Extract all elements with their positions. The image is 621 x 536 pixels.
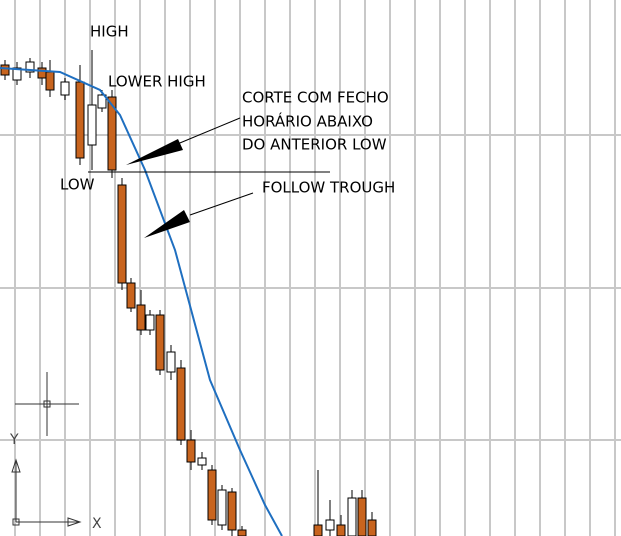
- candle-body: [126, 282, 136, 309]
- candle-body: [357, 497, 367, 536]
- axis-label: X: [92, 516, 102, 532]
- axis-label: Y: [9, 432, 19, 448]
- candle-body: [186, 439, 196, 463]
- candle-body: [227, 491, 237, 531]
- candle-body: [313, 524, 323, 536]
- candle-body: [37, 67, 47, 79]
- candle-body: [107, 96, 117, 171]
- annotation: FOLLOW TROUGH: [262, 179, 395, 197]
- pointer-line: [174, 117, 241, 146]
- candle-body: [117, 184, 127, 284]
- candle-body: [347, 497, 357, 536]
- pointer-arrowhead: [126, 139, 183, 165]
- moving-average: [0, 67, 283, 536]
- candle-body: [207, 469, 217, 521]
- annotation: LOWER HIGH: [108, 73, 206, 91]
- candle-body: [176, 367, 186, 441]
- annotation: DO ANTERIOR LOW: [242, 136, 387, 154]
- candle-body: [325, 519, 335, 531]
- candle-body: [197, 457, 207, 466]
- annotation: HIGH: [90, 23, 129, 41]
- candle-body: [136, 304, 146, 331]
- annotation: CORTE COM FECHO: [242, 89, 389, 107]
- crosshair: [15, 372, 79, 436]
- annotation: HORÁRIO ABAIXO: [242, 112, 373, 131]
- ucs-icon: [11, 458, 82, 527]
- annotation: LOW: [60, 176, 95, 194]
- candle-body: [97, 94, 107, 109]
- candles: [0, 50, 377, 536]
- candle-body: [60, 81, 70, 96]
- candle-body: [237, 529, 247, 536]
- candle-body: [87, 104, 97, 146]
- candle-body: [367, 519, 377, 536]
- candle-body: [145, 314, 155, 331]
- candle-body: [155, 314, 165, 371]
- candle-body: [217, 489, 227, 526]
- pointer-line: [189, 192, 254, 216]
- candle-body: [0, 64, 10, 76]
- candle-body: [45, 71, 55, 91]
- pointer-arrowhead: [144, 210, 190, 238]
- candle-body: [336, 524, 346, 536]
- candle-body: [12, 67, 22, 81]
- candle-body: [25, 61, 35, 73]
- candle-body: [166, 351, 176, 373]
- candle-body: [75, 81, 85, 159]
